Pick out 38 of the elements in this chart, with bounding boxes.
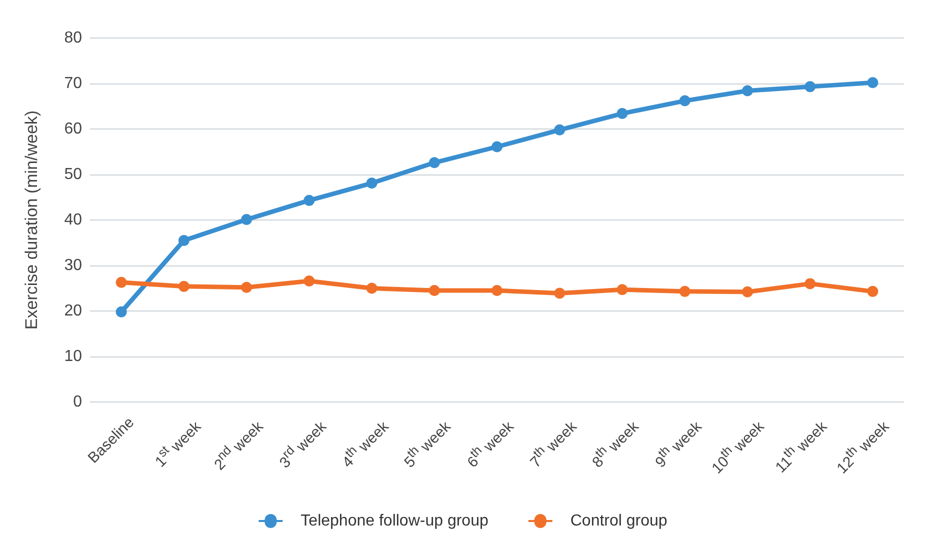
- point: [428, 157, 440, 168]
- point: [867, 286, 878, 297]
- y-tick-label: 20: [64, 302, 82, 320]
- point: [366, 178, 378, 189]
- y-tick-label: 70: [64, 75, 82, 92]
- point: [679, 286, 690, 297]
- point: [554, 124, 566, 136]
- y-tick-label: 0: [73, 394, 82, 410]
- point: [742, 286, 753, 298]
- point: [616, 284, 628, 296]
- y-tick-label: 40: [64, 212, 82, 228]
- point: [241, 282, 252, 293]
- y-tick-label: 30: [64, 257, 82, 274]
- point: [116, 306, 127, 318]
- point: [428, 285, 440, 296]
- point: [867, 77, 878, 88]
- y-axis-title: Exercise duration (min/week): [22, 110, 41, 330]
- point: [679, 95, 690, 106]
- point: [616, 108, 628, 120]
- point: [304, 275, 315, 286]
- point: [492, 285, 502, 296]
- point: [804, 81, 816, 92]
- y-tick-label: 60: [64, 120, 82, 138]
- point: [178, 280, 190, 292]
- point: [804, 278, 816, 290]
- legend-label: Control group: [570, 512, 668, 530]
- y-tick-label: 10: [64, 348, 82, 365]
- point: [178, 234, 190, 246]
- y-tick-label: 50: [64, 166, 82, 183]
- point: [742, 85, 753, 96]
- point: [492, 141, 502, 152]
- legend-label: Telephone follow-up group: [300, 512, 488, 530]
- point: [554, 288, 566, 299]
- point: [116, 276, 127, 288]
- point: [366, 282, 378, 294]
- y-tick-label: 80: [64, 30, 82, 46]
- point: [304, 194, 315, 206]
- point: [241, 214, 252, 226]
